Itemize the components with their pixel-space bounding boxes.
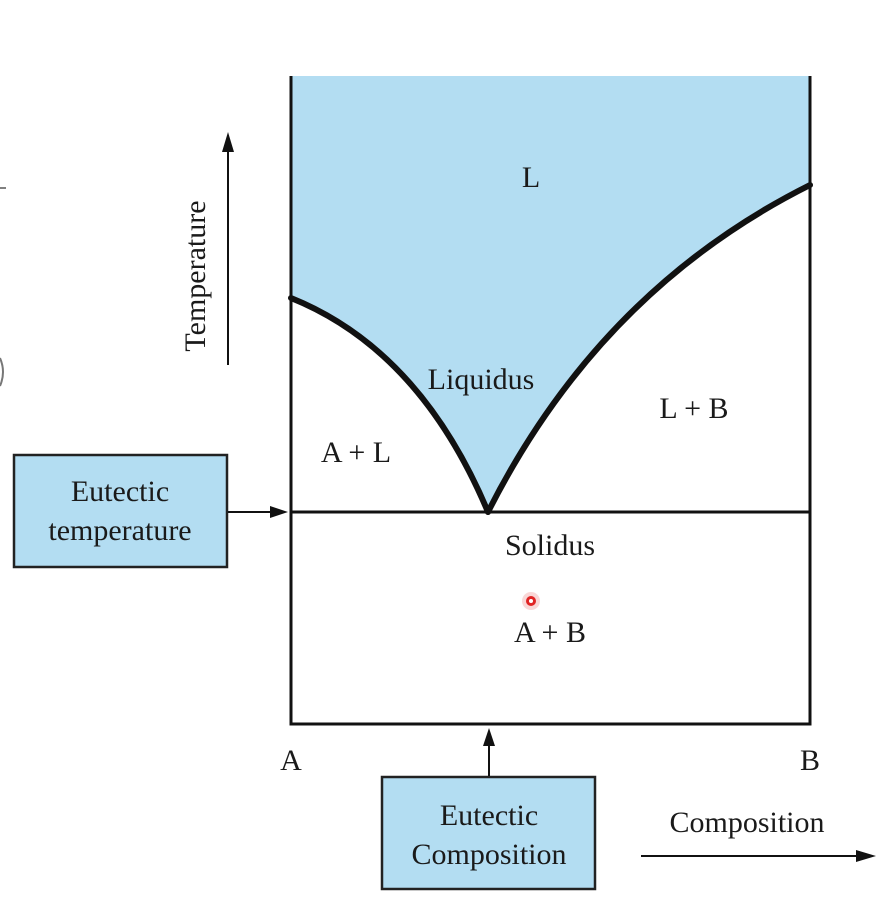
eutectic-composition-line2: Composition — [411, 838, 566, 871]
component-b-label: B — [800, 744, 820, 777]
composition-axis-label: Composition — [669, 806, 824, 839]
label-l-plus-b: L + B — [659, 392, 728, 425]
label-a-plus-b: A + B — [514, 616, 586, 649]
label-a-plus-l: A + L — [321, 436, 391, 469]
eutectic-temperature-box — [12, 453, 229, 569]
eutectic-composition-line1: Eutectic — [440, 799, 538, 832]
component-a-label: A — [280, 744, 302, 777]
edge-mark-curve — [0, 357, 4, 387]
label-liquidus: Liquidus — [428, 363, 535, 396]
temperature-arrow-head — [222, 132, 234, 152]
label-liquid: L — [522, 161, 540, 194]
cursor-dot-center — [529, 599, 533, 603]
composition-arrow-head — [856, 850, 876, 862]
eutectic-composition-box — [380, 775, 597, 891]
liquidus-curve-left — [288, 295, 491, 515]
liquidus-curve-right — [485, 182, 813, 515]
eutectic-composition-arrow-head — [483, 728, 495, 746]
temperature-axis-label: Temperature — [179, 200, 212, 351]
eutectic-temperature-line2: temperature — [48, 514, 191, 547]
eutectic-temperature-line1: Eutectic — [71, 475, 169, 508]
liquid-region — [291, 76, 810, 512]
eutectic-temperature-arrow-head — [270, 506, 288, 518]
label-solidus: Solidus — [505, 529, 595, 562]
